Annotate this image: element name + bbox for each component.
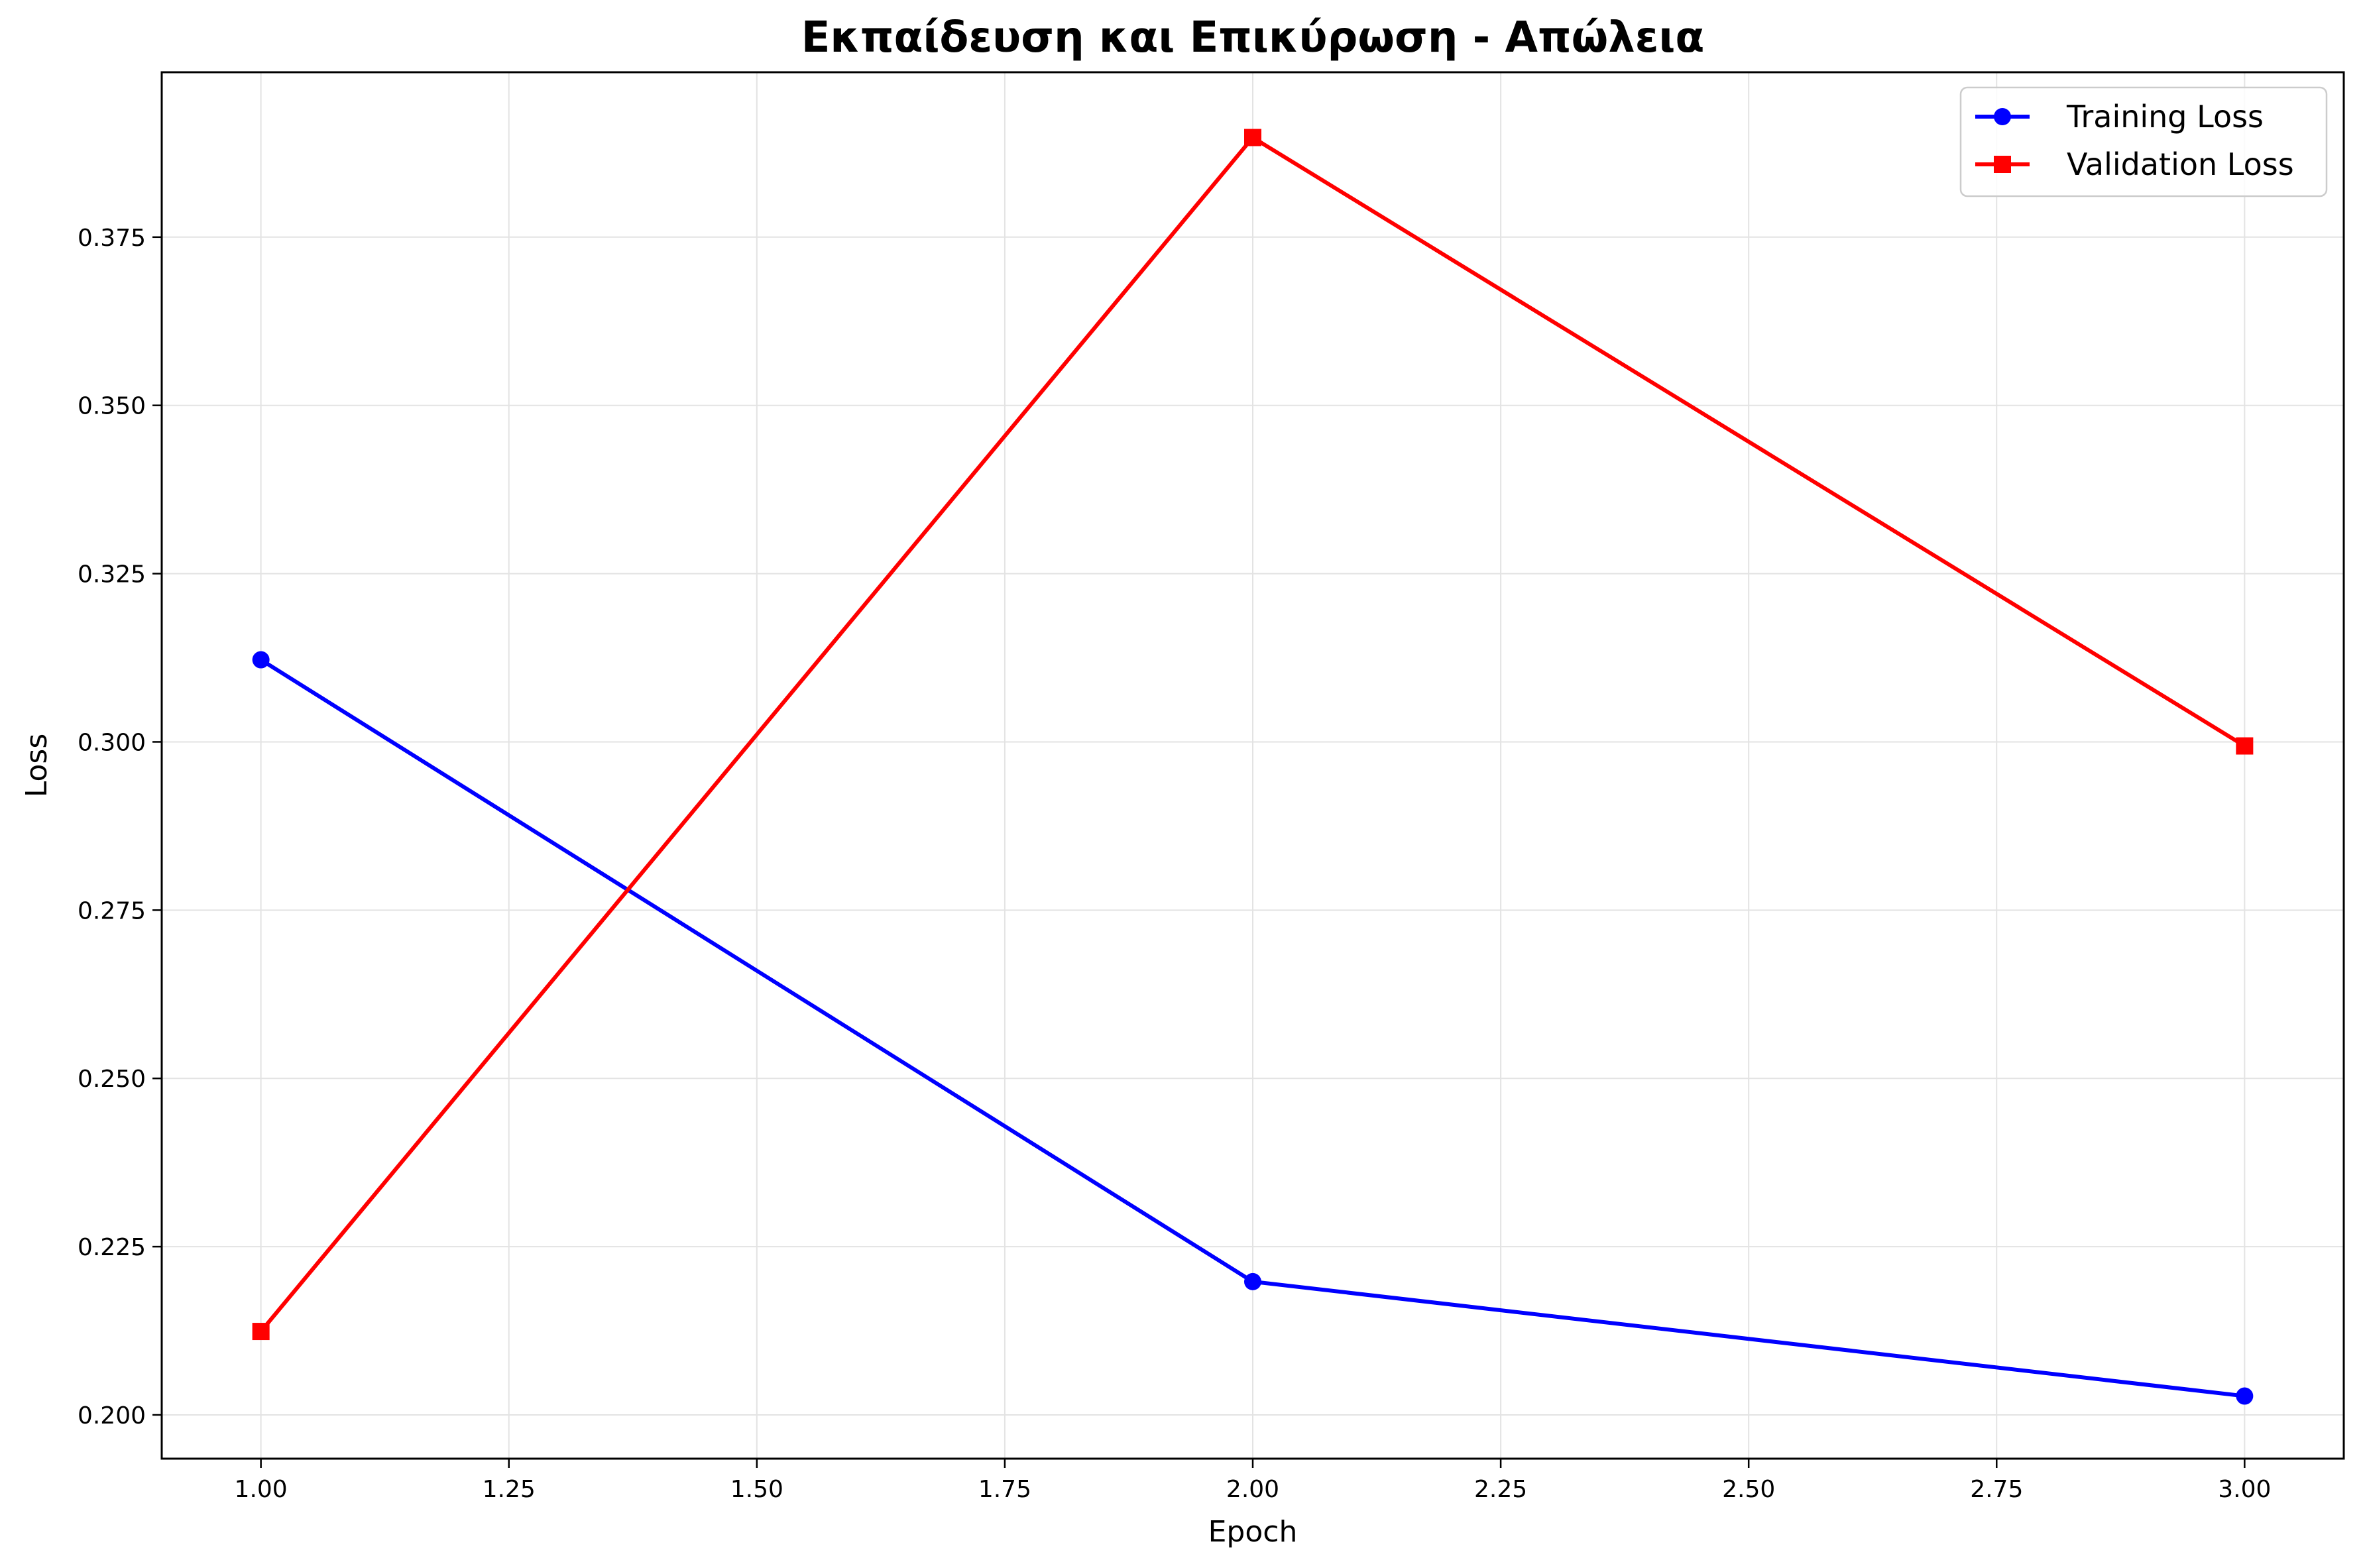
series-training-loss xyxy=(252,651,2254,1405)
chart-title: Εκπαίδευση και Επικύρωση - Απώλεια xyxy=(801,13,1705,62)
x-tick-label: 1.00 xyxy=(235,1476,288,1503)
y-tick-label: 0.375 xyxy=(78,225,146,252)
validation-loss-point xyxy=(1244,129,1261,146)
legend: Training Loss Validation Loss xyxy=(1959,86,2328,197)
y-tick-label: 0.325 xyxy=(78,561,146,588)
validation-loss-point xyxy=(2236,737,2254,755)
y-tick-label: 0.350 xyxy=(78,393,146,420)
series-layer xyxy=(252,129,2254,1405)
y-tick-label: 0.200 xyxy=(78,1402,146,1429)
x-tick-label: 1.75 xyxy=(978,1476,1031,1503)
legend-label: Training Loss xyxy=(2066,99,2264,135)
training-loss-point xyxy=(1244,1272,1261,1290)
x-tick-label: 2.75 xyxy=(1970,1476,2023,1503)
legend-item-validation-loss: Validation Loss xyxy=(1975,146,2294,182)
x-tick-label: 3.00 xyxy=(2218,1476,2271,1503)
y-axis-label: Loss xyxy=(20,734,54,798)
grid xyxy=(162,72,2344,1459)
legend-item-training-loss: Training Loss xyxy=(1975,99,2264,135)
legend-label: Validation Loss xyxy=(2067,146,2294,182)
legend-swatch-marker xyxy=(1994,156,2011,173)
series-validation-loss xyxy=(252,129,2254,1341)
legend-box xyxy=(1959,86,2328,197)
validation-loss-point xyxy=(252,1323,270,1341)
x-tick-label: 2.25 xyxy=(1474,1476,1527,1503)
x-tick-label: 2.00 xyxy=(1226,1476,1279,1503)
training-loss-point xyxy=(252,651,270,669)
y-tick-label: 0.225 xyxy=(78,1234,146,1261)
x-axis-label: Epoch xyxy=(1208,1515,1298,1549)
legend-swatch-marker xyxy=(1994,108,2011,125)
y-tick-label: 0.300 xyxy=(78,729,146,756)
axis-ticks: 1.00 1.25 1.50 1.75 2.00 2.25 2.50 2.75 3.00 0.20… xyxy=(78,225,2272,1503)
x-tick-label: 2.50 xyxy=(1722,1476,1775,1503)
x-tick-label: 1.25 xyxy=(483,1476,536,1503)
x-tick-label: 1.50 xyxy=(730,1476,783,1503)
y-tick-label: 0.250 xyxy=(78,1066,146,1093)
training-loss-point xyxy=(2236,1387,2254,1405)
y-tick-label: 0.275 xyxy=(78,897,146,924)
